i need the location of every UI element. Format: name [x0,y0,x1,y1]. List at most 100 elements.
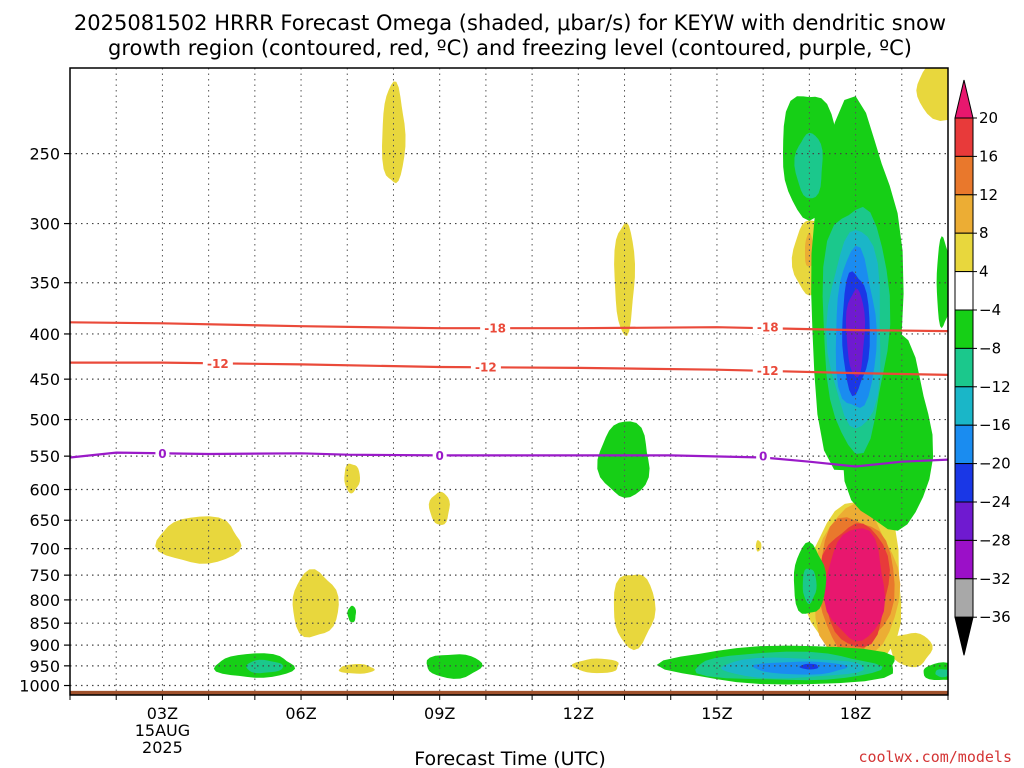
omega-region [347,605,356,623]
y-tick-label: 950 [29,657,60,676]
contour-label-bg [480,321,511,336]
colorbar-segment [954,463,974,503]
colorbar-segment [954,501,974,541]
contour-label: 0 [158,447,166,461]
chart-title-line1: 2025081502 HRRR Forecast Omega (shaded, … [74,11,946,35]
colorbar-label: 20 [979,109,998,127]
y-tick-label: 350 [29,274,60,293]
colorbar-segment [954,347,974,388]
contour-label-bg [155,446,170,461]
contour-label-bg [756,449,771,464]
contour-line [70,451,948,468]
omega-region [571,658,619,674]
colorbar-label: −8 [979,339,1001,357]
y-tick-label: 900 [29,636,60,655]
y-tick-label: 650 [29,511,60,530]
contour-label: -18 [757,321,779,335]
omega-region [824,528,886,642]
contour-label-bg [202,356,233,371]
y-axis: 250 300 350 400 450 500 550 600 650 700 750 800 850 9… [19,145,70,696]
omega-region [426,654,483,679]
x-axis-label: Forecast Time (UTC) [414,748,605,768]
x-date-label: 15AUG [135,721,190,740]
colorbar-segment [954,232,974,273]
y-tick-label: 750 [29,566,60,585]
omega-region [799,663,819,670]
y-tick-label: 500 [29,411,60,430]
colorbar-bottom-arrow [954,616,974,656]
colorbar-label: 16 [979,147,998,165]
colorbar-label: 4 [979,263,989,281]
x-date-label: 2025 [142,738,183,757]
colorbar-label: −28 [979,531,1011,549]
plot-frame [69,67,949,696]
y-tick-label: 300 [29,215,60,234]
chart-title-line2: growth region (contoured, red, ºC) and f… [108,36,912,60]
omega-region [890,632,933,668]
colorbar-label: 12 [979,186,998,204]
contour-label-bg [470,360,501,375]
colorbar-label: −32 [979,570,1011,588]
colorbar-segment [954,271,974,311]
y-tick-label: 850 [29,614,60,633]
omega-region [614,222,635,336]
y-tick-label: 250 [29,145,60,164]
colorbar: 20 16 12 8 4 −4 −8 −12 −16 −20 −24 −28 −32 −36 [954,79,1011,656]
omega-region [338,664,375,674]
y-tick-label: 600 [29,481,60,500]
omega-region [935,669,948,678]
contour-label: 0 [759,450,767,464]
contour-line [70,361,948,376]
colorbar-label: −20 [979,455,1011,473]
x-tick-label: 06Z [285,704,316,723]
colorbar-label: −24 [979,493,1011,511]
contour-label-bg [752,320,783,335]
omega-region [382,81,406,184]
omega-region [155,516,242,564]
contour-label-bg [432,448,447,463]
x-tick-label: 03Z [147,704,178,723]
omega-region [344,463,360,494]
contour-label: -12 [475,361,497,375]
y-tick-label: 400 [29,325,60,344]
y-tick-label: 550 [29,447,60,466]
ground-fill [70,690,948,695]
omega-region [292,569,339,638]
colorbar-top-arrow [954,79,974,119]
colorbar-segment [954,194,974,234]
omega-region [755,540,762,552]
omega-region [613,574,656,651]
contour-label-bg [752,363,783,378]
y-tick-label: 450 [29,370,60,389]
colorbar-label: −16 [979,416,1011,434]
contour-label: -12 [207,357,229,371]
y-tick-label: 800 [29,591,60,610]
colorbar-segment [954,386,974,426]
colorbar-segment [954,539,974,580]
grid-lines [69,68,949,695]
omega-region [597,421,650,498]
x-tick-label: 18Z [840,704,871,723]
colorbar-segment [954,117,974,157]
colorbar-segment [954,155,974,196]
colorbar-segment [954,309,974,349]
colorbar-label: −4 [979,301,1001,319]
credit-text: coolwx.com/models [858,748,1012,766]
x-tick-label: 15Z [701,704,732,723]
temperature-contours: -18 -18 -12 -12 -12 0 0 0 [70,320,948,468]
contour-label: 0 [436,449,444,463]
omega-region [936,236,948,329]
x-tick-label: 09Z [424,704,455,723]
omega-region [916,68,948,121]
ground-surface [70,690,948,695]
x-tick-label: 12Z [563,704,594,723]
colorbar-label: 8 [979,224,989,242]
colorbar-segment [954,578,974,618]
contour-label: -12 [757,364,779,378]
colorbar-label: −36 [979,608,1011,626]
contour-label: -18 [484,322,506,336]
y-tick-label: 1000 [19,677,60,696]
omega-region [752,661,848,675]
